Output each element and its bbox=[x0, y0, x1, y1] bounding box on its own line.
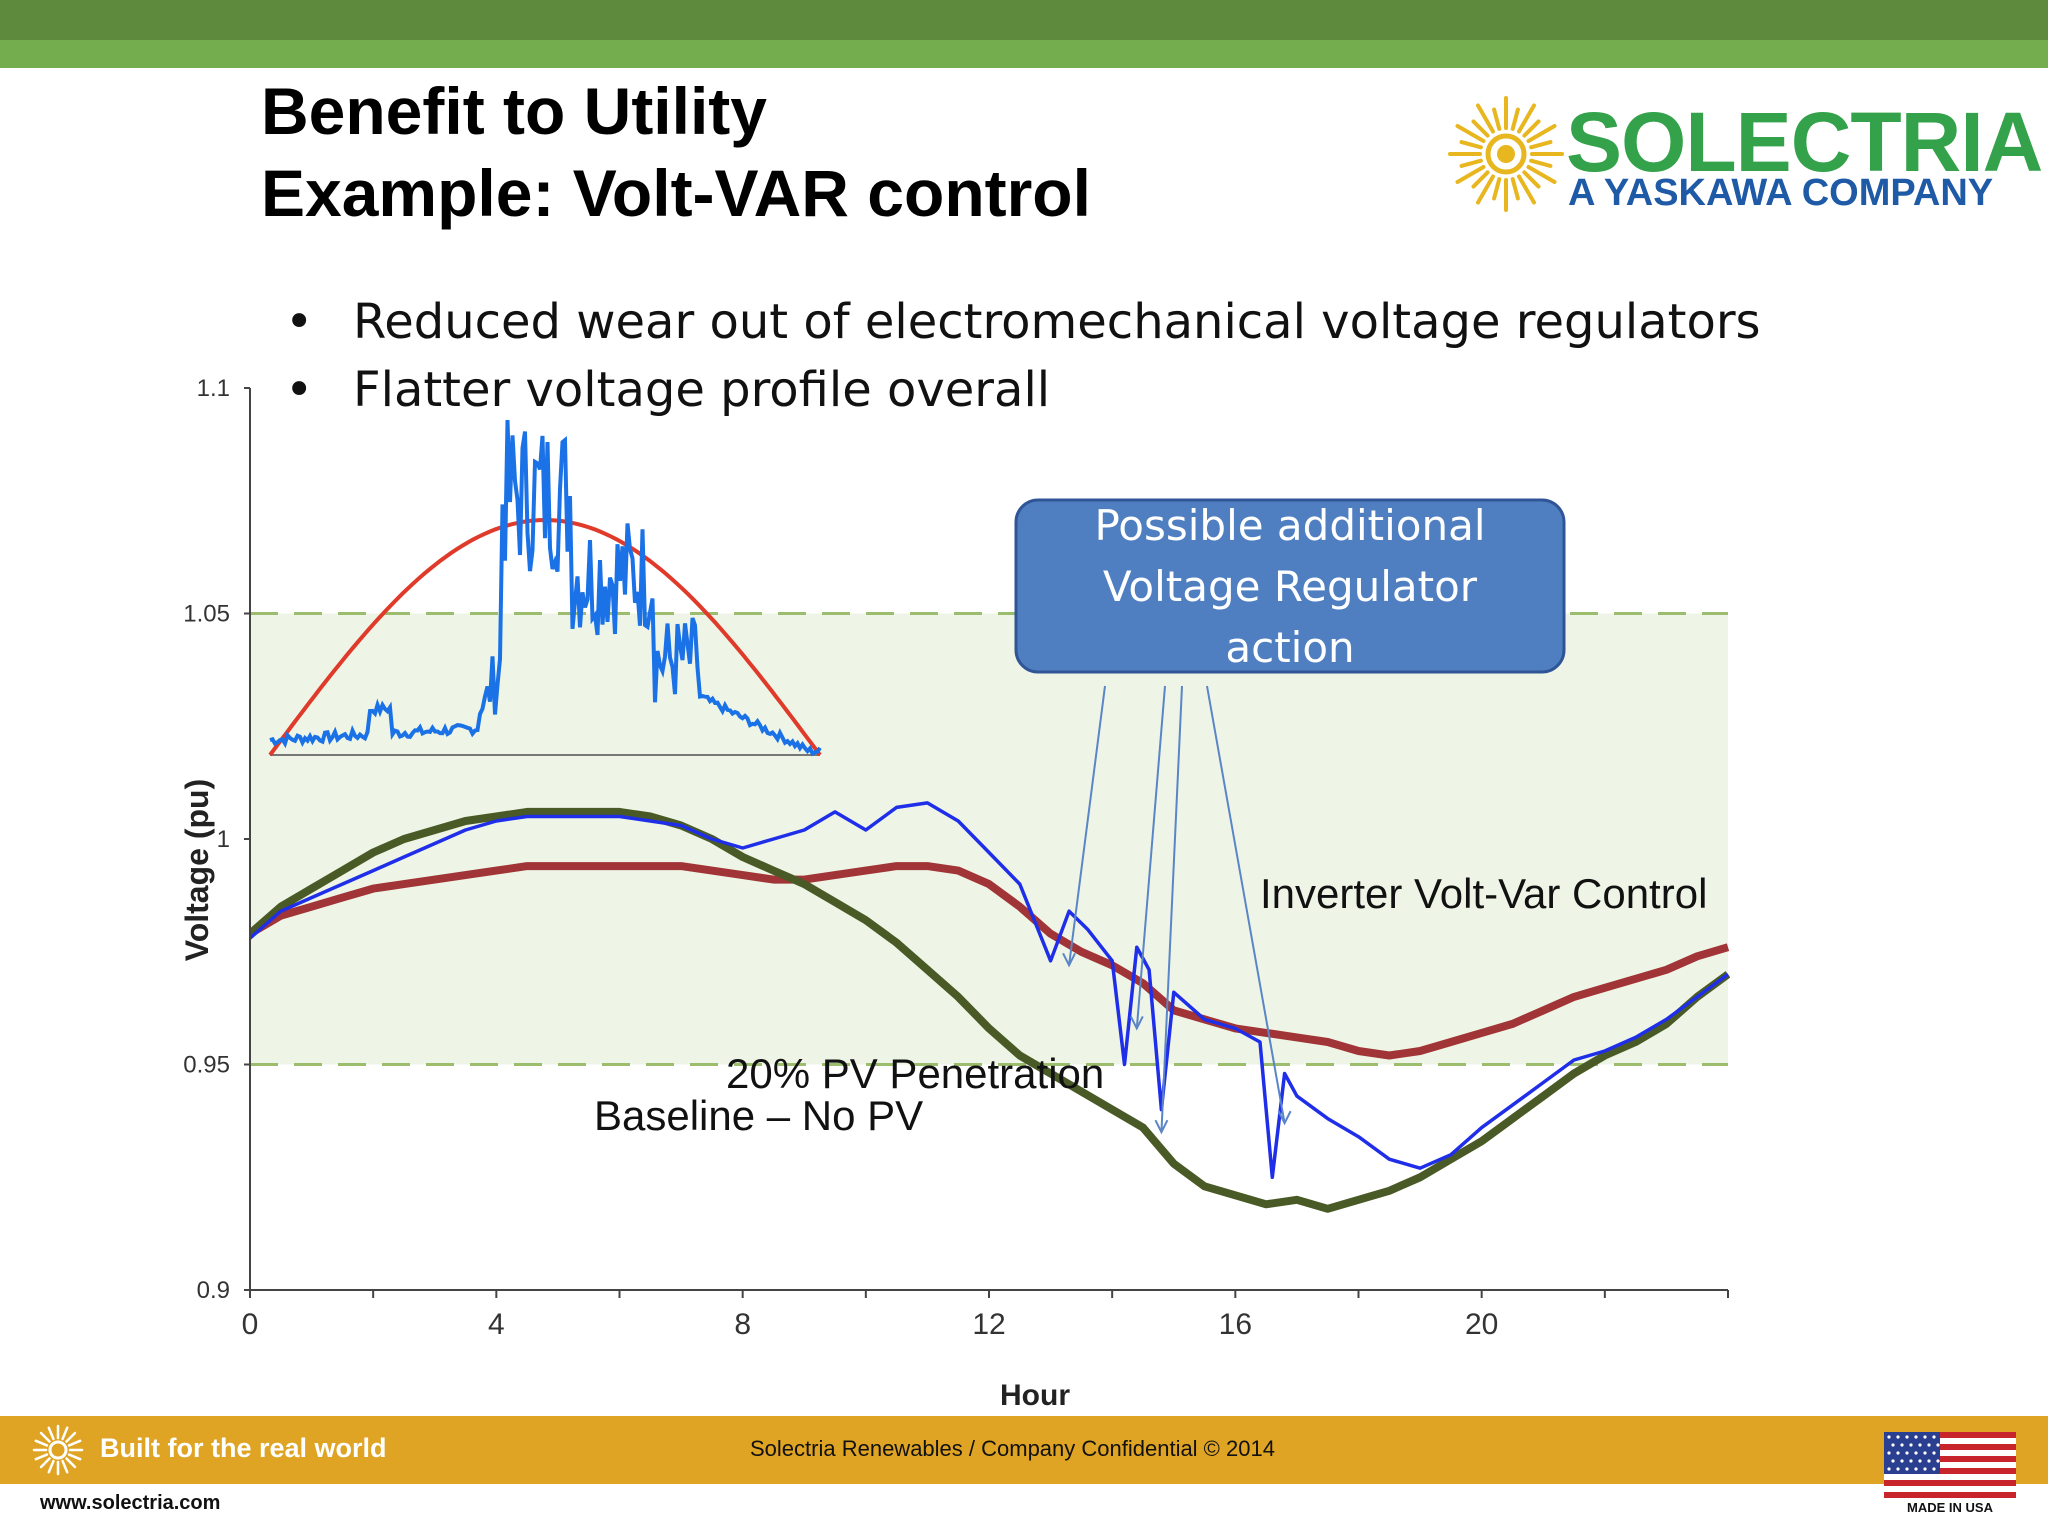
callout-arrow bbox=[1135, 685, 1166, 1029]
slide-title: Benefit to Utility Example: Volt-VAR con… bbox=[261, 70, 1091, 234]
voltage-chart: 0.9 0.95 1 1.05 1.1 0 4 8 12 16 20 Voltage (pu) H… bbox=[179, 375, 1730, 1412]
callout-arrow bbox=[1160, 685, 1183, 1133]
x-tick-label: 20 bbox=[1465, 1308, 1498, 1341]
label-volt-var: Inverter Volt-Var Control bbox=[1260, 870, 1707, 917]
series-baseline-line bbox=[250, 862, 1730, 1060]
x-tick-label: 0 bbox=[242, 1308, 259, 1341]
top-band-light bbox=[0, 40, 2048, 68]
regulator-action-callout: Possible additional Voltage Regulator acti… bbox=[1014, 498, 1566, 674]
website-link[interactable]: www.solectria.com bbox=[40, 1492, 221, 1514]
footer-sun-icon bbox=[32, 1424, 84, 1476]
bullet-list: • Reduced wear out of electromechanical v… bbox=[285, 288, 1761, 424]
y-axis-label: Voltage (pu) bbox=[179, 779, 215, 962]
label-pv-penetration: 20% PV Penetration bbox=[726, 1050, 1104, 1097]
bullet-item: • Flatter voltage profile overall bbox=[285, 356, 1761, 424]
acceptable-voltage-band bbox=[250, 613, 1728, 1065]
series-pv-penetration-line bbox=[250, 807, 1730, 1213]
title-line-2: Example: Volt-VAR control bbox=[261, 156, 1091, 230]
y-tick-label: 1 bbox=[217, 826, 230, 853]
bullet-text: Reduced wear out of electromechanical vo… bbox=[353, 294, 1761, 350]
daily-pv-inset bbox=[268, 419, 822, 757]
footer-bar: Built for the real world Solectria Renew… bbox=[0, 1416, 2048, 1484]
bullet-text: Flatter voltage profile overall bbox=[353, 362, 1051, 418]
callout-arrowhead bbox=[1129, 1015, 1144, 1031]
y-tick-label: 0.9 bbox=[197, 1277, 230, 1304]
bullet-dot-icon: • bbox=[285, 362, 314, 418]
sun-icon bbox=[1448, 96, 1564, 212]
x-tick-label: 16 bbox=[1219, 1308, 1252, 1341]
footer-confidential: Solectria Renewables / Company Confident… bbox=[750, 1436, 1275, 1461]
callout-arrow bbox=[1068, 685, 1106, 966]
callout-box bbox=[1014, 498, 1566, 674]
us-flag-icon bbox=[1884, 1432, 2016, 1510]
label-baseline: Baseline – No PV bbox=[594, 1092, 923, 1139]
logo-subtitle: A YASKAWA COMPANY bbox=[1568, 172, 1994, 214]
callout-arrowhead bbox=[1154, 1119, 1169, 1135]
callout-text: Possible additional Voltage Regulator acti… bbox=[1094, 501, 1485, 672]
inset-cloudy-day-curve bbox=[269, 419, 822, 757]
y-tick-label: 1.1 bbox=[197, 375, 230, 402]
y-tick-label: 0.95 bbox=[183, 1052, 230, 1079]
callout-arrows bbox=[1062, 685, 1292, 1135]
callout-arrowhead bbox=[1062, 952, 1076, 968]
solectria-logo: SOLECTRIA A YASKAWA COMPANY bbox=[1448, 95, 2043, 226]
series-volt-var-line bbox=[250, 801, 1730, 1180]
title-line-1: Benefit to Utility bbox=[261, 74, 767, 148]
bullet-item: • Reduced wear out of electromechanical v… bbox=[285, 288, 1761, 356]
x-tick-label: 4 bbox=[488, 1308, 505, 1341]
bullet-dot-icon: • bbox=[285, 294, 314, 350]
x-axis-label: Hour bbox=[1000, 1379, 1070, 1412]
callout-arrow bbox=[1206, 685, 1286, 1124]
x-tick-label: 12 bbox=[972, 1308, 1005, 1341]
made-in-usa-label: MADE IN USA bbox=[1884, 1500, 2016, 1515]
callout-arrowhead bbox=[1277, 1110, 1292, 1126]
x-tick-label: 8 bbox=[734, 1308, 751, 1341]
top-band bbox=[0, 0, 2048, 40]
logo-name: SOLECTRIA bbox=[1566, 95, 2043, 189]
footer-tagline: Built for the real world bbox=[100, 1433, 387, 1463]
y-tick-label: 1.05 bbox=[183, 601, 230, 628]
